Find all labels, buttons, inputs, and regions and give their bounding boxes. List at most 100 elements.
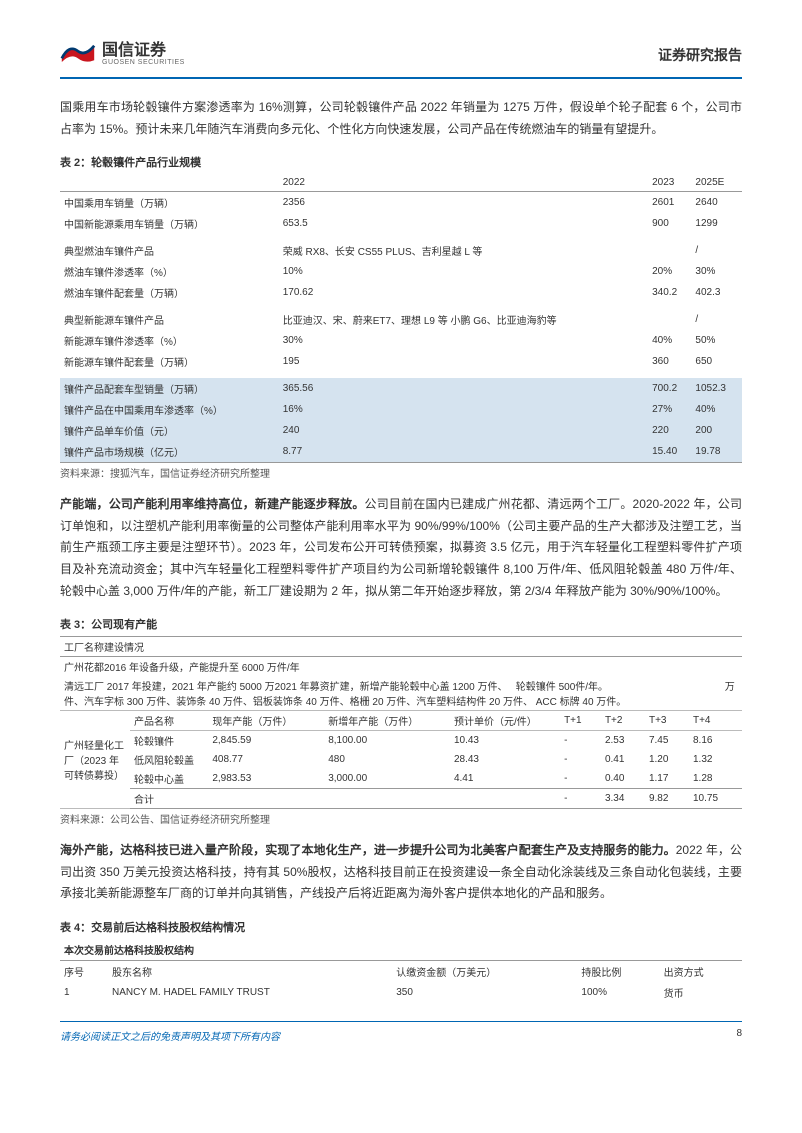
t3-cell: 2,845.59 [208, 731, 324, 751]
t3-subcol: T+3 [645, 711, 689, 731]
t3-cell: 1.17 [645, 769, 689, 789]
t2-cell: 360 [648, 351, 691, 372]
t4-header: 本次交易前达格科技股权结构 [60, 939, 742, 961]
t2-cell: 10% [279, 261, 648, 282]
t2-cell: / [691, 309, 742, 330]
t3-cell: 10.43 [450, 731, 560, 751]
t2-cell: 中国乘用车销量（万辆） [60, 192, 279, 214]
t4-col: 出资方式 [660, 960, 742, 982]
t2-cell: 燃油车镶件渗透率（%） [60, 261, 279, 282]
t2-cell: 镶件产品配套车型销量（万辆） [60, 378, 279, 399]
t2-cell: 653.5 [279, 213, 648, 234]
t2-cell: 700.2 [648, 378, 691, 399]
t2-cell: 195 [279, 351, 648, 372]
t2-cell: 40% [691, 399, 742, 420]
t3-subcol: T+4 [689, 711, 742, 731]
footer-page-number: 8 [736, 1028, 742, 1043]
t3-cell: 480 [324, 750, 450, 769]
t3-cell: 3,000.00 [324, 769, 450, 789]
t2-cell: 40% [648, 330, 691, 351]
t3-cell [208, 789, 324, 809]
t3-cell: - [560, 769, 601, 789]
t2-cell: 镶件产品在中国乘用车渗透率（%） [60, 399, 279, 420]
table2: 202220232025E 中国乘用车销量（万辆）235626012640中国新… [60, 174, 742, 463]
t4-cell: 1 [60, 982, 108, 1003]
t3-cell: 3.34 [601, 789, 645, 809]
t3-cell: 0.41 [601, 750, 645, 769]
report-type-label: 证券研究报告 [658, 45, 742, 65]
t3-cell: 9.82 [645, 789, 689, 809]
t2-cell: 15.40 [648, 441, 691, 463]
t3-cell: - [560, 789, 601, 809]
t2-cell: 240 [279, 420, 648, 441]
t2-cell: 2640 [691, 192, 742, 214]
brand-logo: 国信证券 GUOSEN SECURITIES [60, 40, 185, 69]
t3-cell: 2.53 [601, 731, 645, 751]
t3-cell: 合计 [130, 789, 208, 809]
t2-cell: 402.3 [691, 282, 742, 303]
t2-cell: 典型燃油车镶件产品 [60, 240, 279, 261]
t2-col: 2025E [691, 174, 742, 192]
t2-cell [648, 309, 691, 330]
t3-cell: 1.20 [645, 750, 689, 769]
t2-cell: 50% [691, 330, 742, 351]
t3-cell: 轮毂镶件 [130, 731, 208, 751]
p2-heading: 产能端，公司产能利用率维持高位，新建产能逐步释放。 [60, 497, 365, 511]
t2-cell: 1299 [691, 213, 742, 234]
table3: 工厂名称建设情况 广州花都2016 年设备升级，产能提升至 6000 万件/年 … [60, 636, 742, 809]
page-footer: 请务必阅读正文之后的免责声明及其项下所有内容 8 [60, 1021, 742, 1043]
table2-title: 表 2：轮毂镶件产品行业规模 [60, 154, 742, 170]
table4-title: 表 4：交易前后达格科技股权结构情况 [60, 919, 742, 935]
t2-cell: 燃油车镶件配套量（万辆） [60, 282, 279, 303]
t2-cell: 20% [648, 261, 691, 282]
t3-cell: - [560, 750, 601, 769]
t3-cell: 低风阻轮毂盖 [130, 750, 208, 769]
t3-cell: 28.43 [450, 750, 560, 769]
t3-subcol: 新增年产能（万件） [324, 711, 450, 731]
t2-cell: 镶件产品单车价值（元） [60, 420, 279, 441]
t4-col: 认缴资金额（万美元） [392, 960, 577, 982]
t2-cell: 170.62 [279, 282, 648, 303]
t2-cell: 新能源车镶件渗透率（%） [60, 330, 279, 351]
t3-subcol: 产品名称 [130, 711, 208, 731]
table2-source: 资料来源：搜狐汽车，国信证券经济研究所整理 [60, 465, 742, 480]
t2-cell: 2356 [279, 192, 648, 214]
t2-cell: 30% [279, 330, 648, 351]
t3-row-qy: 清远工厂 2017 年投建，2021 年产能约 5000 万2021 年募资扩建… [60, 676, 742, 711]
t2-cell: 650 [691, 351, 742, 372]
t3-subcol: 预计单价（元/件） [450, 711, 560, 731]
t2-cell: / [691, 240, 742, 261]
footer-disclaimer: 请务必阅读正文之后的免责声明及其项下所有内容 [60, 1028, 280, 1043]
t4-cell: 货币 [660, 982, 742, 1003]
t2-cell: 新能源车镶件配套量（万辆） [60, 351, 279, 372]
table3-source: 资料来源：公司公告、国信证券经济研究所整理 [60, 811, 742, 826]
brand-name-en: GUOSEN SECURITIES [102, 59, 185, 67]
page-header: 国信证券 GUOSEN SECURITIES 证券研究报告 [60, 40, 742, 79]
t3-cell: 408.77 [208, 750, 324, 769]
t2-cell: 340.2 [648, 282, 691, 303]
t3-cell: 2,983.53 [208, 769, 324, 789]
t2-cell: 30% [691, 261, 742, 282]
t3-cell: 1.32 [689, 750, 742, 769]
t3-cell [450, 789, 560, 809]
t2-cell: 900 [648, 213, 691, 234]
t2-cell: 1052.3 [691, 378, 742, 399]
logo-icon [60, 40, 96, 69]
brand-name-cn: 国信证券 [102, 42, 185, 60]
t3-cell: 10.75 [689, 789, 742, 809]
t2-cell [648, 240, 691, 261]
t2-col [60, 174, 279, 192]
t3-subcol: 现年产能（万件） [208, 711, 324, 731]
t2-cell: 2601 [648, 192, 691, 214]
t2-col: 2023 [648, 174, 691, 192]
t3-row-gz: 广州花都2016 年设备升级，产能提升至 6000 万件/年 [60, 657, 742, 677]
t3-cell: 4.41 [450, 769, 560, 789]
t2-cell: 比亚迪汉、宋、蔚来ET7、理想 L9 等 小鹏 G6、比亚迪海豹等 [279, 309, 648, 330]
t2-cell: 8.77 [279, 441, 648, 463]
t4-cell: NANCY M. HADEL FAMILY TRUST [108, 982, 392, 1003]
t2-cell: 中国新能源乘用车销量（万辆） [60, 213, 279, 234]
table4: 本次交易前达格科技股权结构 序号股东名称认缴资金额（万美元）持股比例出资方式 1… [60, 939, 742, 1003]
t2-cell: 16% [279, 399, 648, 420]
t2-cell: 荣威 RX8、长安 CS55 PLUS、吉利星越 L 等 [279, 240, 648, 261]
t2-cell: 200 [691, 420, 742, 441]
